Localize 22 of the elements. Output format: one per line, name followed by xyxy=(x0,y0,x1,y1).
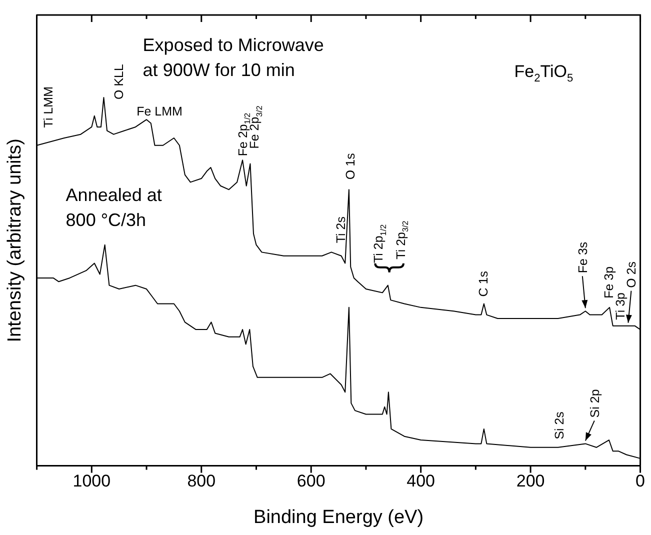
annotation: Ti LMM xyxy=(41,86,56,128)
text: Exposed to Microwave at 900W for 10 min xyxy=(142,35,324,80)
annotation: Ti 2p3/2 xyxy=(394,220,410,260)
annotation: Ti 2s xyxy=(334,216,348,244)
annotation: O 1s xyxy=(343,153,358,180)
x-tick-label: 200 xyxy=(516,472,545,491)
annotation: Annealed at 800 °C/3h xyxy=(66,185,162,230)
annotation: O KLL xyxy=(112,64,126,100)
x-axis-title: Binding Energy (eV) xyxy=(254,506,424,528)
y-axis-title: Intensity (arbitrary units) xyxy=(4,138,26,342)
x-tick-label: 0 xyxy=(636,472,646,491)
annotation: Si 2s xyxy=(552,412,566,440)
x-tick-label: 600 xyxy=(296,472,326,491)
annotation: Fe 3s xyxy=(576,242,590,274)
x-tick-label: 1000 xyxy=(72,472,111,491)
x-tick-label: 800 xyxy=(187,472,216,491)
annotation: Fe LMM xyxy=(136,104,182,119)
annotation: Ti 2p1/2 xyxy=(372,224,388,264)
annotation: C 1s xyxy=(476,271,490,297)
annotation: Si 2p xyxy=(588,389,602,418)
annotation: O 2s xyxy=(624,261,639,288)
x-tick-label: 400 xyxy=(406,472,436,491)
